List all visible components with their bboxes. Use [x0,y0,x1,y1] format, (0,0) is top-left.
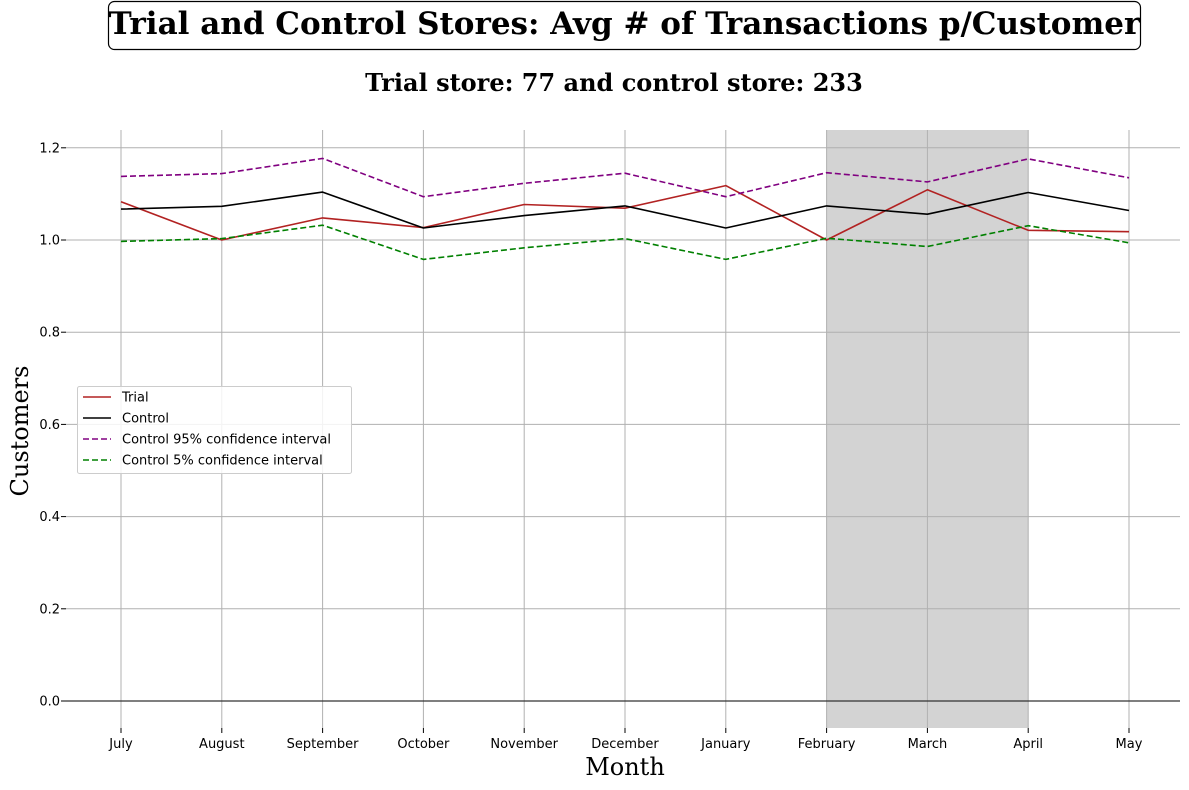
x-axis-label: Month [585,753,665,781]
series-line-2 [120,157,1130,198]
y-tick-label: 0.0 [39,695,60,710]
x-tick-label: April [1013,737,1043,752]
y-tick-label: 0.2 [39,602,60,617]
x-tick-label: September [287,737,360,752]
legend-items: Trial Control Control 95% confidence inter… [83,391,331,469]
y-axis-label: Customers [6,366,34,497]
chart-subtitle: Trial store: 77 and control store: 233 [365,68,863,97]
y-tick-label: 0.4 [39,510,60,525]
tick-layer: July August September October November Decemb… [39,141,1142,752]
x-tick-label: July [108,737,133,752]
x-tick-label: February [798,737,856,752]
y-tick-label: 0.6 [39,418,60,433]
title-box [107,0,1142,51]
x-tick-label: November [490,737,558,752]
legend-box [77,386,352,474]
legend-label: Trial [121,391,149,406]
grid [66,130,1180,728]
y-tick-label: 1.0 [39,234,60,249]
legend-label: Control 95% confidence interval [122,433,331,448]
legend-label: Control 5% confidence interval [122,454,323,469]
y-tick-label: 1.2 [39,141,60,156]
legend-label: Control [122,412,169,427]
chart-title: Trial and Control Stores: Avg # of Trans… [109,6,1141,42]
x-tick-label: December [591,737,659,752]
x-tick-label: March [908,737,948,752]
x-tick-label: August [199,737,245,752]
x-tick-label: May [1116,737,1143,752]
series-line-1 [120,191,1130,229]
y-tick-label: 0.8 [39,326,60,341]
series-layer [120,157,1130,261]
series-line-0 [120,184,1130,241]
x-tick-label: January [700,737,751,752]
legend: Trial Control Control 95% confidence inter… [77,386,352,474]
x-tick-label: October [397,737,450,752]
